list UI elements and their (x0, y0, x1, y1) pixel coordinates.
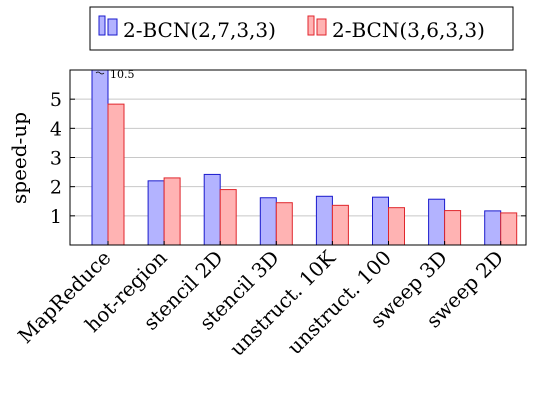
y-tick-label: 2 (50, 177, 62, 199)
bar-bcn-3-6-3-3 (219, 189, 237, 246)
bar-bcn-3-6-3-3 (500, 212, 518, 246)
bar-bcn-2-7-3-3 (259, 197, 277, 246)
y-axis-ticks: 1 2 3 4 5 (50, 89, 526, 228)
bar-bcn-3-6-3-3 (388, 207, 405, 246)
y-axis-label: speed-up (7, 112, 31, 204)
bar-bcn-2-7-3-3 (91, 69, 109, 246)
y-tick-label: 5 (50, 89, 62, 111)
bar-bcn-3-6-3-3 (163, 177, 181, 246)
bar-bcn-3-6-3-3 (275, 202, 293, 246)
legend-label: 2-BCN(2,7,3,3) (123, 18, 276, 42)
bar-bcn-3-6-3-3 (331, 204, 349, 246)
legend: 2-BCN(2,7,3,3) 2-BCN(3,6,3,3) (89, 6, 514, 51)
legend-swatch (107, 18, 118, 36)
bar-bcn-2-7-3-3 (203, 173, 221, 246)
legend-swatch (307, 15, 315, 36)
bar-bcn-2-7-3-3 (315, 195, 333, 246)
legend-swatch (98, 15, 106, 36)
legend-swatch (316, 18, 327, 36)
legend-box (89, 6, 514, 51)
bar-value-annotation: 10.5 (110, 68, 135, 81)
y-tick-label: 1 (50, 206, 62, 228)
bar-bcn-3-6-3-3 (107, 103, 125, 246)
bar-bcn-2-7-3-3 (484, 210, 502, 246)
annotations: 10.5 (95, 68, 135, 81)
overflow-mark (95, 71, 105, 75)
bar-bcn-2-7-3-3 (428, 198, 446, 246)
y-tick-label: 4 (50, 118, 62, 140)
bar-bcn-2-7-3-3 (372, 196, 389, 246)
y-tick-label: 3 (50, 148, 62, 170)
bar-bcn-2-7-3-3 (147, 180, 165, 246)
bar-bcn-3-6-3-3 (444, 210, 462, 246)
legend-label: 2-BCN(3,6,3,3) (332, 18, 485, 42)
